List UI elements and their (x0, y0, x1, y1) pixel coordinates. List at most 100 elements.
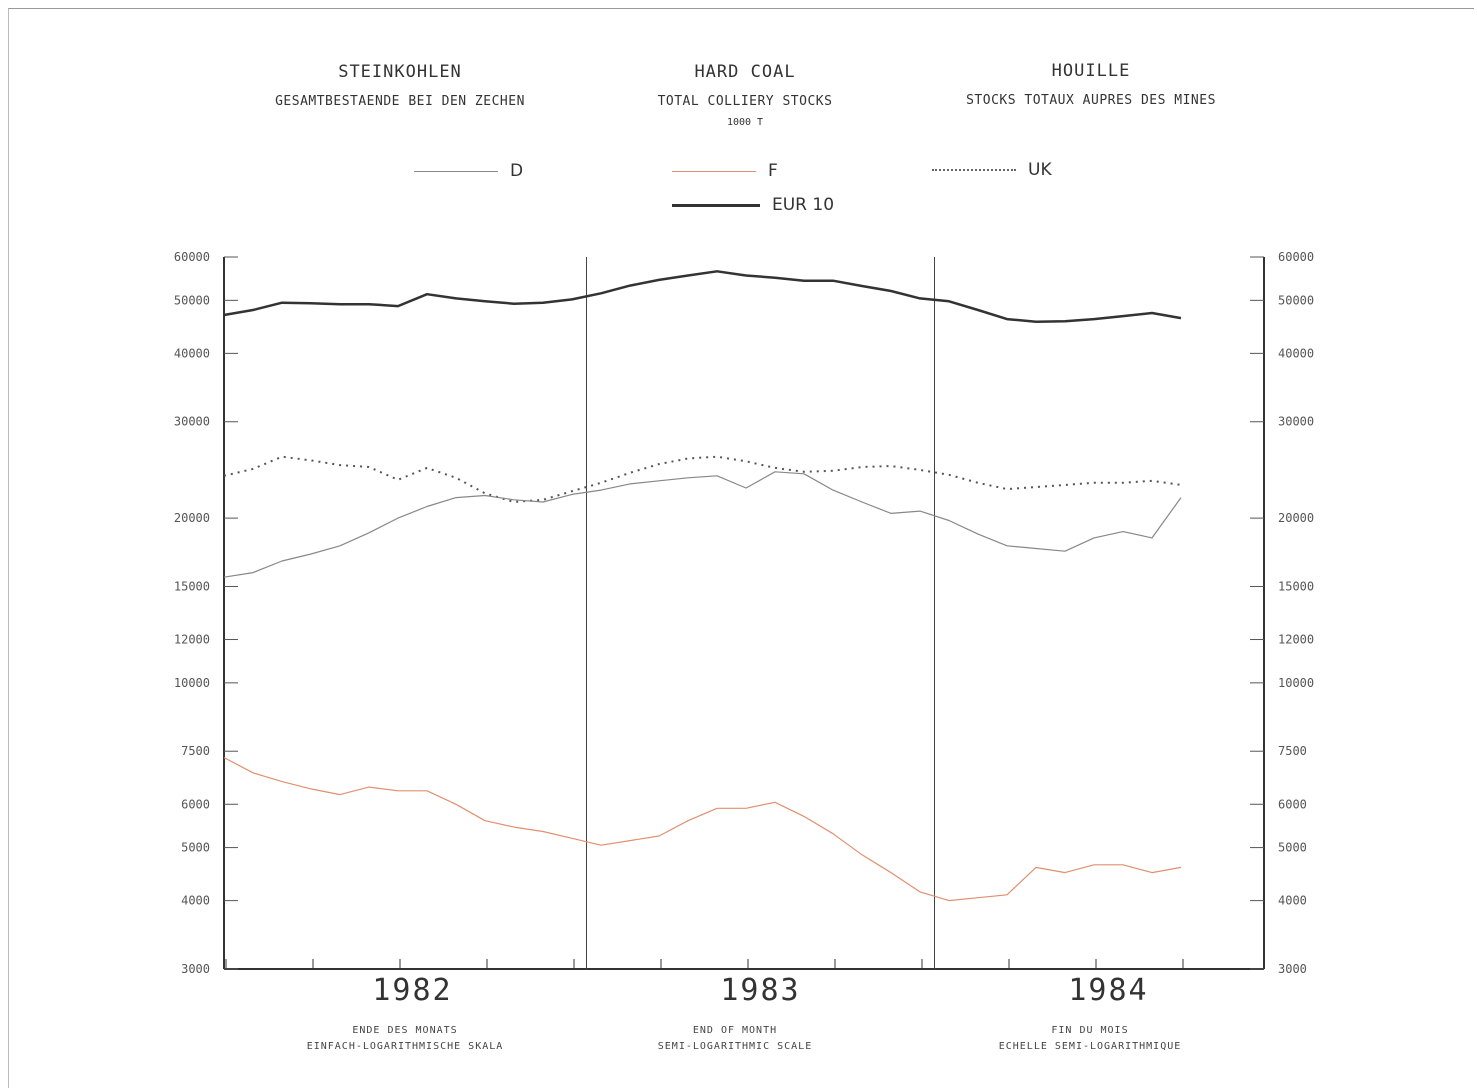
legend-eur-swatch (672, 203, 760, 207)
y-tick-label-right: 3000 (1278, 962, 1307, 976)
point-f (717, 808, 718, 809)
y-tick-label-right: 12000 (1278, 633, 1314, 647)
point-f (891, 872, 892, 873)
unit-label: 1000 T (726, 117, 764, 128)
point-d (717, 475, 718, 476)
point-eur (369, 304, 370, 305)
point-uk (659, 464, 660, 465)
point-uk (427, 467, 428, 468)
point-uk (891, 466, 892, 467)
point-f (456, 804, 457, 805)
point-d (398, 518, 399, 519)
legend-f: F (672, 161, 778, 181)
year-label-1984: 1984 (1068, 973, 1148, 1008)
legend-eur: EUR 10 (672, 195, 834, 215)
point-eur (1036, 321, 1037, 322)
point-uk (1152, 480, 1153, 481)
point-eur (485, 301, 486, 302)
footer-german: ENDE DES MONATS EINFACH-LOGARITHMISCHE S… (230, 1023, 580, 1055)
point-f (1123, 864, 1124, 865)
point-d (688, 477, 689, 478)
point-f (340, 794, 341, 795)
point-f (1094, 864, 1095, 865)
point-uk (311, 460, 312, 461)
point-uk (688, 458, 689, 459)
point-eur (311, 303, 312, 304)
footer-german-line1: ENDE DES MONATS (352, 1025, 458, 1036)
point-eur (949, 301, 950, 302)
point-eur (340, 304, 341, 305)
point-d (514, 499, 515, 500)
legend-f-label: F (768, 161, 778, 181)
y-tick-label-left: 7500 (181, 744, 210, 758)
point-uk (1181, 484, 1182, 485)
point-eur (688, 275, 689, 276)
point-d (1094, 537, 1095, 538)
point-d (746, 488, 747, 489)
point-eur (1065, 321, 1066, 322)
y-tick-label-left: 40000 (174, 346, 210, 360)
point-uk (1094, 482, 1095, 483)
y-tick-label-right: 20000 (1278, 511, 1314, 525)
point-uk (253, 468, 254, 469)
point-uk (1065, 484, 1066, 485)
point-f (1065, 872, 1066, 873)
y-tick-label-left: 3000 (181, 962, 210, 976)
point-d (978, 534, 979, 535)
legend-f-swatch (672, 170, 756, 172)
y-tick-label-left: 30000 (174, 415, 210, 429)
point-eur (427, 294, 428, 295)
series-line-d (223, 471, 1182, 578)
point-f (601, 845, 602, 846)
point-d (340, 545, 341, 546)
legend-uk-label: UK (1028, 160, 1052, 180)
point-d (572, 494, 573, 495)
point-d (485, 495, 486, 496)
legend-uk: UK (932, 160, 1052, 180)
point-d (311, 554, 312, 555)
point-d (862, 502, 863, 503)
y-tick-label-left: 5000 (181, 841, 210, 855)
point-d (659, 480, 660, 481)
y-tick-label-right: 40000 (1278, 346, 1314, 360)
point-f (1181, 867, 1182, 868)
point-eur (775, 277, 776, 278)
point-f (282, 781, 283, 782)
point-uk (804, 471, 805, 472)
point-eur (1181, 318, 1182, 319)
point-eur (1094, 319, 1095, 320)
point-f (1007, 894, 1008, 895)
point-f (804, 816, 805, 817)
y-tick-label-right: 60000 (1278, 250, 1314, 264)
legend-d-swatch (414, 170, 498, 172)
footer-french: FIN DU MOIS ECHELLE SEMI-LOGARITHMIQUE (930, 1023, 1250, 1055)
point-uk (920, 469, 921, 470)
point-d (1036, 548, 1037, 549)
point-eur (1152, 313, 1153, 314)
point-f (630, 840, 631, 841)
y-tick-label-left: 6000 (181, 797, 210, 811)
point-f (311, 788, 312, 789)
point-eur (543, 302, 544, 303)
point-uk (746, 461, 747, 462)
year-label-1983: 1983 (720, 973, 800, 1008)
point-eur (717, 271, 718, 272)
point-d (920, 511, 921, 512)
footer-english-line2: SEMI-LOGARITHMIC SCALE (657, 1041, 813, 1052)
point-d (949, 520, 950, 521)
point-eur (833, 280, 834, 281)
footer-english-line1: END OF MONTH (692, 1025, 778, 1036)
point-f (514, 827, 515, 828)
point-d (369, 532, 370, 533)
point-uk (601, 482, 602, 483)
point-uk (1036, 487, 1037, 488)
point-eur (920, 298, 921, 299)
point-f (369, 787, 370, 788)
point-d (427, 506, 428, 507)
title-french: HOUILLE STOCKS TOTAUX AUPRES DES MINES (930, 61, 1252, 108)
point-f (1152, 872, 1153, 873)
point-uk (862, 467, 863, 468)
y-tick-label-right: 4000 (1278, 894, 1307, 908)
point-f (543, 831, 544, 832)
point-d (804, 473, 805, 474)
